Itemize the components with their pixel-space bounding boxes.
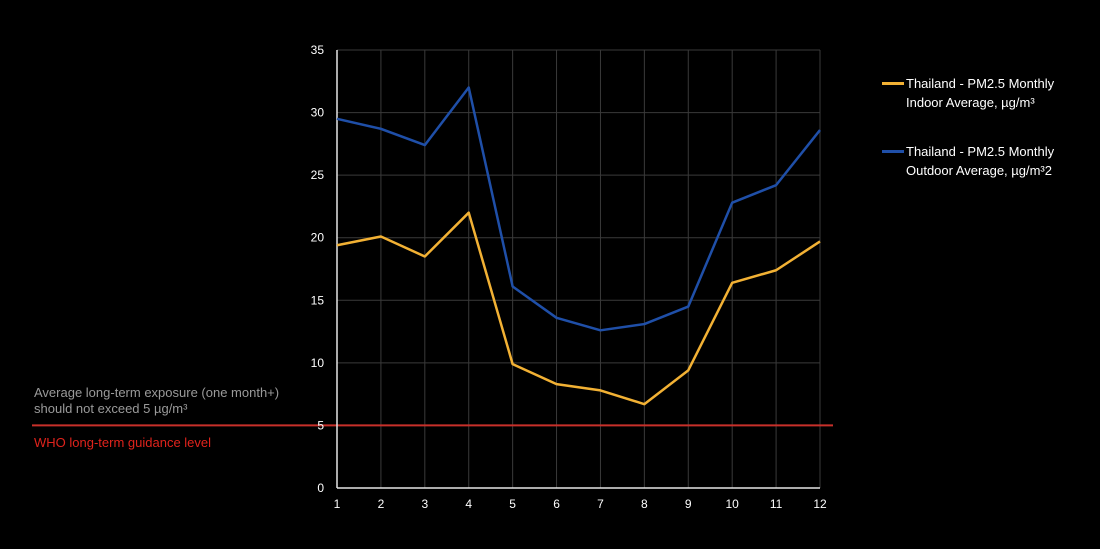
x-tick-label: 3 xyxy=(421,497,428,511)
x-tick-label: 11 xyxy=(770,497,783,511)
grid-lines xyxy=(337,49,821,488)
series-line-indoor xyxy=(336,211,821,406)
x-tick-label: 8 xyxy=(641,497,648,511)
x-tick-label: 9 xyxy=(685,497,692,511)
y-tick-label: 5 xyxy=(317,418,324,432)
legend: Thailand - PM2.5 Monthly Indoor Average,… xyxy=(882,74,1092,210)
axes xyxy=(336,50,820,489)
x-tick-label: 10 xyxy=(726,497,740,511)
legend-label-indoor-line1: Thailand - PM2.5 Monthly xyxy=(906,76,1055,91)
y-tick-label: 0 xyxy=(317,481,324,495)
x-tick-label: 6 xyxy=(553,497,560,511)
legend-label-outdoor-line2: Outdoor Average, µg/m³2 xyxy=(906,163,1052,178)
x-tick-label: 1 xyxy=(334,497,341,511)
y-tick-label: 20 xyxy=(311,231,325,245)
y-tick-label: 35 xyxy=(311,43,325,57)
series-line-outdoor xyxy=(336,86,821,332)
legend-label-indoor-line2: Indoor Average, µg/m³ xyxy=(906,95,1035,110)
legend-item-indoor: Thailand - PM2.5 Monthly Indoor Average,… xyxy=(882,74,1092,112)
x-tick-label: 5 xyxy=(509,497,516,511)
y-tick-label: 15 xyxy=(311,293,325,307)
legend-swatch-indoor xyxy=(882,82,904,85)
legend-label-outdoor-line1: Thailand - PM2.5 Monthly xyxy=(906,144,1055,159)
who-exposure-note: Average long-term exposure (one month+) … xyxy=(34,385,280,416)
x-tick-label: 2 xyxy=(378,497,385,511)
legend-swatch-outdoor xyxy=(882,150,904,153)
who-guidance-label: WHO long-term guidance level xyxy=(34,435,212,450)
x-tick-label: 12 xyxy=(813,497,827,511)
series-lines xyxy=(336,86,821,406)
x-tick-label: 7 xyxy=(597,497,604,511)
y-tick-label: 30 xyxy=(311,106,325,120)
y-tick-label: 25 xyxy=(311,168,325,182)
y-tick-label: 10 xyxy=(311,356,325,370)
legend-item-outdoor: Thailand - PM2.5 Monthly Outdoor Average… xyxy=(882,142,1092,180)
x-tick-label: 4 xyxy=(465,497,472,511)
